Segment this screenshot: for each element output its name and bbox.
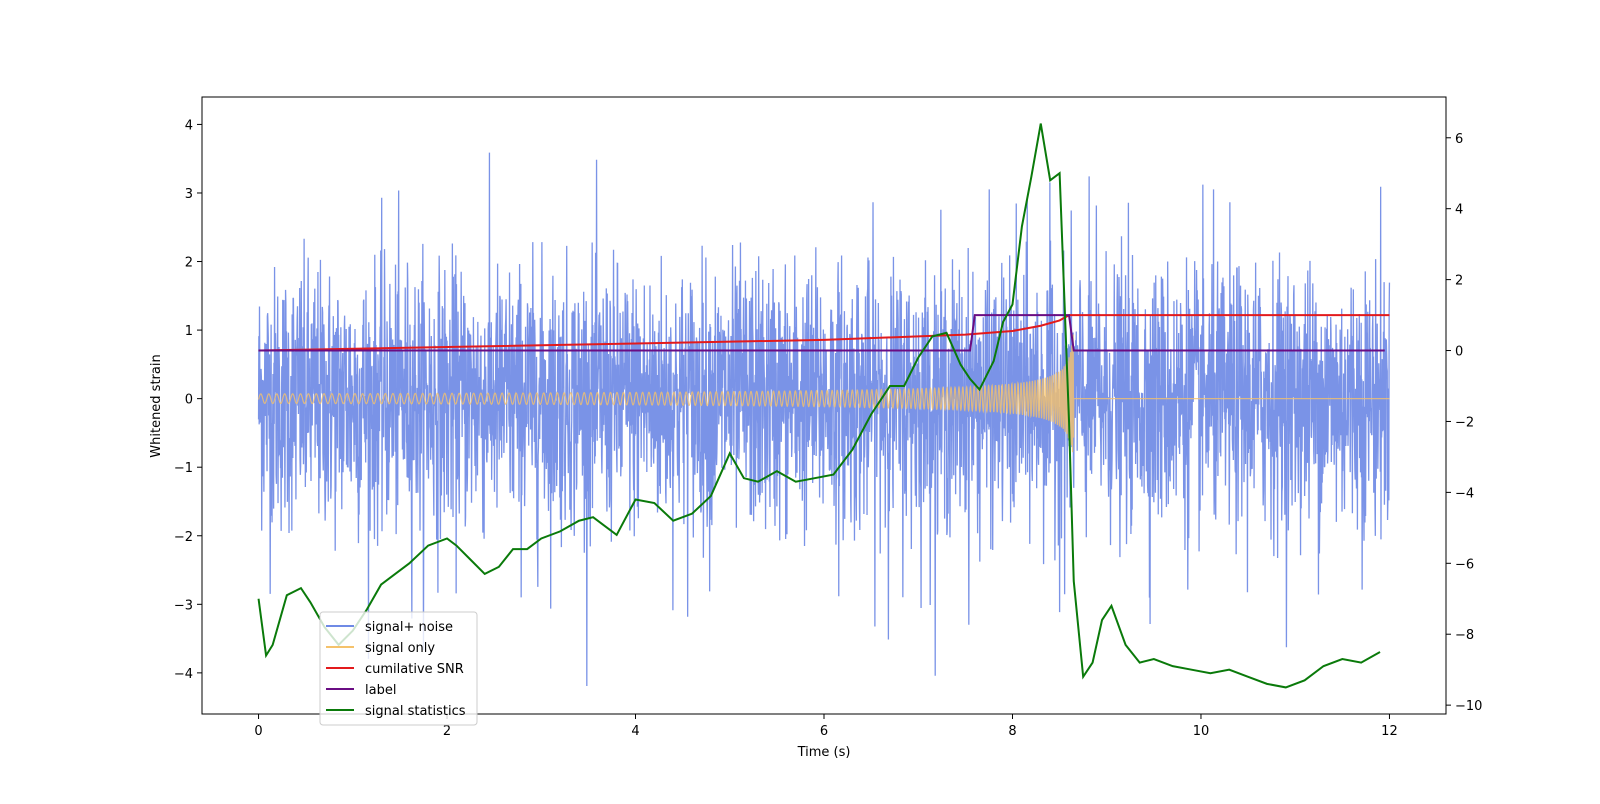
y-tick-label: 0	[185, 393, 193, 408]
y-tick-label: 2	[185, 256, 193, 271]
x-tick-label: 8	[1008, 724, 1016, 739]
y-tick-label: −4	[174, 667, 193, 682]
legend-box	[319, 611, 478, 726]
y2-tick-label: −2	[1455, 415, 1474, 430]
y2-tick-label: 0	[1455, 345, 1463, 360]
x-tick-label: 10	[1193, 724, 1210, 739]
legend: signal+ noise signal only cumilative SNR la…	[319, 611, 478, 726]
y2-tick-label: −4	[1455, 486, 1474, 501]
y2-tick-label: −6	[1455, 557, 1474, 572]
y-tick-label: −3	[174, 598, 193, 613]
y-tick-label: 4	[185, 118, 193, 133]
y-axis-label: Whitened strain	[149, 354, 164, 457]
y2-tick-label: 4	[1455, 203, 1463, 218]
y2-tick-label: 6	[1455, 132, 1463, 147]
legend-label: signal statistics	[365, 704, 466, 719]
x-tick-label: 4	[631, 724, 639, 739]
y-tick-label: 3	[185, 187, 193, 202]
x-tick-label: 2	[443, 724, 451, 739]
y2-tick-label: −8	[1455, 628, 1474, 643]
x-tick-label: 12	[1381, 724, 1398, 739]
series-signal-statistics	[257, 123, 1381, 689]
x-axis-label: Time (s)	[797, 745, 851, 760]
legend-label: label	[365, 683, 396, 698]
y-axis-right: 6 4 2 0 −2 −4 −6 −8 −10	[1446, 132, 1482, 714]
y-axis-left: 4 3 2 1 0 −1 −2 −3 −4	[174, 118, 202, 682]
series-cumulative-snr	[258, 314, 1390, 352]
legend-label: signal+ noise	[365, 620, 453, 635]
y-tick-label: 1	[185, 324, 193, 339]
series-label	[258, 314, 1385, 352]
x-axis: 0 2 4 6 8 10 12	[254, 714, 1398, 739]
y2-tick-label: −10	[1455, 699, 1482, 714]
plot-area	[257, 123, 1391, 689]
series-signal-only	[257, 334, 1390, 453]
y2-tick-label: 2	[1455, 274, 1463, 289]
series-signal-noise	[257, 152, 1391, 687]
y-tick-label: −2	[174, 530, 193, 545]
y-tick-label: −1	[174, 461, 193, 476]
legend-label: signal only	[365, 641, 435, 656]
legend-label: cumilative SNR	[365, 662, 464, 677]
x-tick-label: 0	[254, 724, 262, 739]
x-tick-label: 6	[820, 724, 828, 739]
